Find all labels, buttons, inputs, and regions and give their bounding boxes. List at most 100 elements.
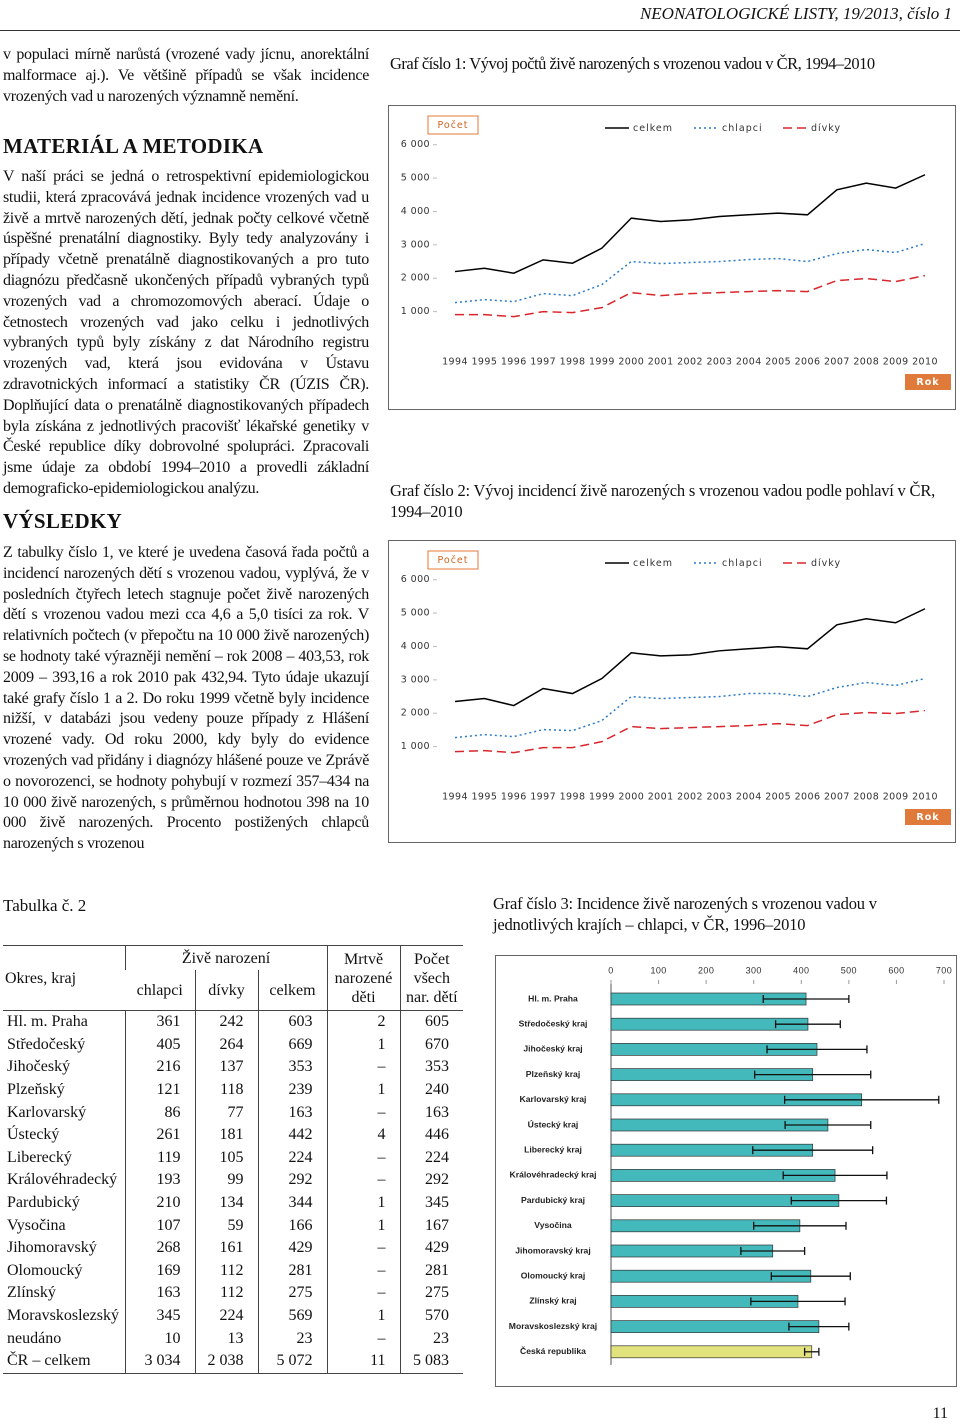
category-label: Hl. m. Praha [528,993,578,1003]
x-tick-label: 2002 [677,792,703,803]
table-cell: 669 [257,1033,328,1057]
table-cell: 59 [194,1214,258,1237]
legend-label: dívky [811,558,841,569]
table-cell: 112 [194,1259,258,1283]
table-cell: 292 [399,1169,464,1192]
table-cell: – [326,1282,401,1305]
table-cell: Hl. m. Praha [7,1013,88,1031]
chart-title: Graf číslo 3: Incidence živě narozených … [493,894,877,934]
table-cell: 181 [194,1123,258,1147]
page-number: 11 [932,1405,948,1422]
table-row: Moravskoslezský 345 224 569 1 570 [3,1304,464,1328]
table-cell: 1 [326,1304,401,1328]
y-tick-label: 6 000 [401,139,430,150]
table-cell: 161 [194,1236,258,1260]
x-tick-label: 2004 [736,792,762,803]
x-tick-label: 100 [650,965,666,975]
table-cell: 107 [124,1214,195,1237]
error-bar [766,1045,868,1054]
section-heading: MATERIÁL A METODIKA [3,134,264,158]
y-tick-label: 2 000 [401,273,430,284]
category-label: Zlínský kraj [529,1296,576,1306]
x-tick-label: 1997 [530,792,556,803]
x-tick-label: 2001 [648,357,674,368]
table-cell: 23 [399,1327,464,1350]
table-cell: Královéhradecký [7,1171,118,1189]
table-cell: 105 [194,1146,258,1170]
table-cell: 353 [399,1056,464,1079]
error-bar [740,1247,806,1255]
x-tick-label: 2001 [648,792,674,803]
table-cell: Moravskoslezský [7,1307,119,1325]
table-row: Vysočina 107 59 166 1 167 [3,1214,464,1237]
x-tick-label: 1999 [589,357,615,368]
table-cell: 353 [257,1056,328,1079]
x-tick-label: 1996 [501,792,527,803]
table-cell: – [326,1259,401,1283]
table-cell: 3 034 [124,1349,195,1374]
y-axis-label: Počet [438,555,469,566]
table-row: Jihočeský 216 137 353–353 [3,1056,464,1079]
journal-header: NEONATOLOGICKÉ LISTY, 19/2013, číslo 1 [639,4,952,23]
error-bar [774,1020,841,1029]
table-row: Královéhradecký 193 99 292–292 [3,1169,464,1192]
x-tick-label: 1998 [560,792,586,803]
table-cell: 242 [194,1010,258,1034]
y-tick-label: 5 000 [401,173,430,184]
table-cell: Olomoucký [7,1261,83,1279]
error-bar [784,1121,872,1129]
table-cell: 2 038 [194,1349,258,1374]
chart-frame [388,540,956,843]
table-cell: 275 [399,1282,464,1305]
y-label-box [427,550,479,570]
chart: 0 100 200 300 400 500 600 700 Hl. m. Praha Středo… [495,955,957,1387]
category-label: Královéhradecký kraj [510,1170,597,1180]
series-line [454,608,926,707]
y-tick-label: 2 000 [401,708,430,719]
x-tick-label: 2007 [824,792,850,803]
table-cell: 121 [124,1078,195,1102]
category-label: Plzeňský kraj [526,1069,580,1079]
error-bar [803,1347,820,1356]
table-cell: 163 [124,1282,195,1305]
x-tick-label: 2010 [912,792,938,803]
table-cell: – [326,1056,401,1079]
table-cell: 118 [194,1078,258,1102]
legend-label: chlapci [722,123,763,134]
x-tick-label: 1996 [501,357,527,368]
x-tick-label: 1997 [530,357,556,368]
x-label-box [905,809,951,825]
table-cell: 361 [124,1010,195,1034]
x-tick-label: 2008 [853,357,879,368]
table-cell: 605 [399,1010,464,1034]
x-tick-label: 200 [698,965,714,975]
table-header: Živě narození [124,945,328,970]
x-tick-label: 2003 [706,792,732,803]
x-tick-label: 2006 [795,792,821,803]
series-line [454,709,926,754]
data-table: Okres, kraj Živě narození Mrtvě narozené… [3,945,464,1374]
y-label-box [427,115,479,135]
table-cell: Jihočeský [7,1058,71,1076]
category-label: Karlovarský kraj [520,1094,587,1104]
chart-frame [495,955,957,1387]
x-tick-label: 1994 [442,357,468,368]
table-cell: Vysočina [7,1216,66,1234]
table-cell: ČR – celkem [3,1349,125,1374]
table-row: Ústecký 261 181 442 4 446 [3,1123,464,1147]
table-cell: 5 072 [257,1349,328,1374]
error-bar [750,1297,846,1306]
table-cell: Pardubický [7,1194,80,1212]
table-cell: 163 [399,1101,464,1124]
chart-frame [388,105,956,410]
x-axis-label: Rok [916,377,939,388]
table-cell: 169 [124,1259,195,1283]
table-caption: Tabulka č. 2 [3,896,87,915]
table-cell: 240 [399,1078,464,1102]
error-bar [754,1070,872,1079]
table-cell: 264 [194,1033,258,1057]
section-heading: VÝSLEDKY [3,509,123,533]
table-row: ČR – celkem 3 034 2 038 5 072 11 5 083 [3,1349,464,1374]
x-tick-label: 2000 [618,792,644,803]
